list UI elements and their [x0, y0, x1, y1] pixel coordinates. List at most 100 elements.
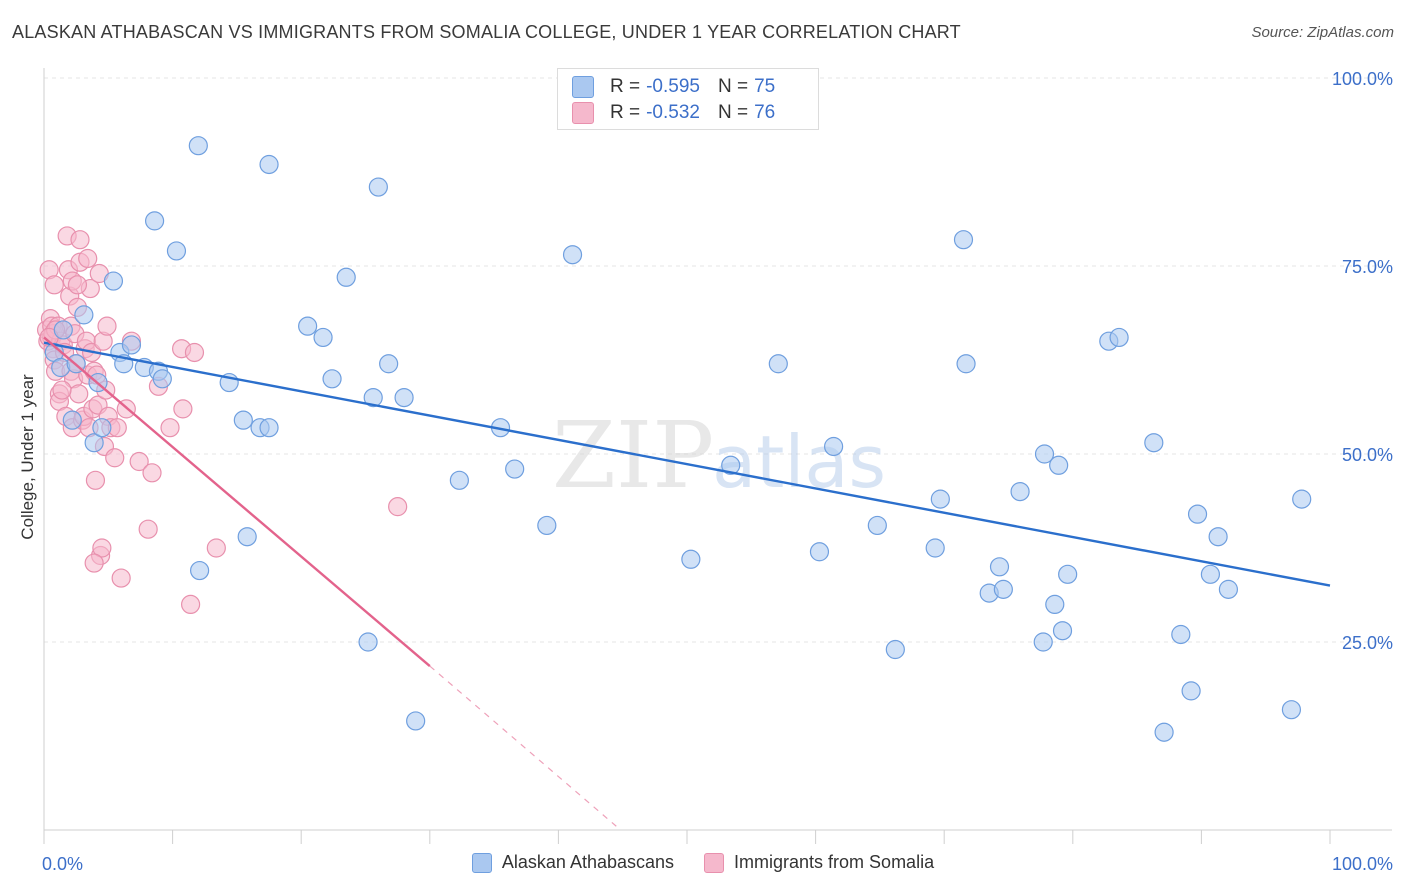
- athabascan-point[interactable]: [166, 241, 187, 261]
- athabascan-point[interactable]: [930, 489, 950, 509]
- athabascan-point[interactable]: [1144, 433, 1164, 453]
- somalia-point[interactable]: [97, 316, 117, 336]
- athabascan-point[interactable]: [152, 369, 172, 389]
- somalia-point[interactable]: [105, 448, 125, 468]
- athabascan-point[interactable]: [1033, 632, 1053, 652]
- athabascan-point[interactable]: [259, 154, 279, 175]
- athabascan-point[interactable]: [190, 560, 210, 581]
- athabascan-point[interactable]: [53, 320, 73, 340]
- athabascan-point[interactable]: [925, 538, 945, 558]
- athabascan-point[interactable]: [92, 418, 112, 438]
- athabascan-point[interactable]: [993, 579, 1013, 599]
- athabascan-point[interactable]: [363, 388, 383, 408]
- somalia-point[interactable]: [85, 470, 106, 490]
- r-value: -0.595: [646, 76, 700, 97]
- series-legend: Alaskan Athabascans Immigrants from Soma…: [0, 852, 1406, 873]
- athabascan-point[interactable]: [237, 527, 257, 547]
- somalia-point[interactable]: [67, 275, 88, 295]
- athabascan-point[interactable]: [1052, 621, 1073, 641]
- somalia-point[interactable]: [160, 418, 180, 438]
- athabascan-point[interactable]: [1208, 527, 1228, 547]
- somalia-point[interactable]: [138, 519, 158, 539]
- athabascan-point[interactable]: [1218, 579, 1239, 599]
- athabascan-point[interactable]: [1292, 489, 1312, 509]
- athabascan-point[interactable]: [681, 549, 701, 569]
- x-tick-label-min: 0.0%: [42, 854, 83, 874]
- athabascan-point[interactable]: [824, 436, 844, 457]
- athabascan-point[interactable]: [1154, 722, 1174, 742]
- legend-item-somalia[interactable]: Immigrants from Somalia: [704, 852, 934, 873]
- n-value: 75: [754, 76, 776, 97]
- legend-item-athabascan[interactable]: Alaskan Athabascans: [471, 852, 674, 873]
- athabascan-point[interactable]: [313, 327, 333, 348]
- athabascan-point[interactable]: [298, 316, 318, 336]
- athabascan-point[interactable]: [259, 418, 279, 438]
- trend-line-0: [43, 341, 1331, 587]
- athabascan-point[interactable]: [953, 230, 974, 250]
- somalia-point[interactable]: [181, 594, 201, 615]
- athabascan-point[interactable]: [1034, 444, 1055, 464]
- athabascan-point[interactable]: [121, 335, 142, 355]
- athabascan-point[interactable]: [449, 470, 469, 490]
- r-value: -0.532: [646, 102, 700, 123]
- somalia-point[interactable]: [92, 538, 112, 558]
- somalia-point[interactable]: [184, 342, 205, 363]
- athabascan-point[interactable]: [956, 354, 976, 374]
- athabascan-point[interactable]: [1281, 700, 1302, 720]
- athabascan-point[interactable]: [1045, 594, 1065, 615]
- somalia-point[interactable]: [142, 463, 162, 483]
- athabascan-point[interactable]: [1181, 681, 1201, 701]
- grid-layer: [44, 77, 1392, 643]
- athabascan-point[interactable]: [867, 515, 887, 536]
- somalia-point[interactable]: [206, 538, 226, 558]
- athabascan-point[interactable]: [1049, 455, 1069, 475]
- somalia-point[interactable]: [69, 384, 89, 404]
- athabascan-point[interactable]: [336, 267, 356, 287]
- athabascan-point[interactable]: [394, 388, 414, 408]
- athabascan-point[interactable]: [379, 354, 399, 374]
- athabascan-point[interactable]: [188, 136, 208, 156]
- athabascan-point[interactable]: [1109, 327, 1129, 348]
- athabascan-point[interactable]: [368, 177, 388, 197]
- somalia-point[interactable]: [44, 275, 64, 295]
- athabascan-point[interactable]: [885, 639, 905, 660]
- somalia-point[interactable]: [173, 399, 193, 419]
- athabascan-point[interactable]: [721, 455, 741, 475]
- athabascan-point[interactable]: [74, 305, 94, 325]
- n-label: N =: [717, 76, 749, 97]
- stats-row-somalia: R = -0.532 N = 76: [572, 100, 804, 126]
- somalia-swatch: [572, 102, 594, 124]
- athabascan-point[interactable]: [1171, 624, 1191, 645]
- athabascan-point[interactable]: [1187, 504, 1208, 524]
- athabascan-point[interactable]: [505, 459, 525, 479]
- athabascan-point[interactable]: [562, 245, 583, 265]
- athabascan-point[interactable]: [62, 410, 82, 430]
- athabascan-point[interactable]: [1200, 564, 1221, 584]
- axis-layer: [43, 68, 1392, 844]
- somalia-point[interactable]: [70, 230, 90, 250]
- athabascan-point[interactable]: [84, 433, 104, 453]
- r-label: R =: [610, 76, 641, 97]
- athabascan-point[interactable]: [768, 354, 788, 374]
- athabascan-point[interactable]: [537, 515, 557, 536]
- athabascan-point[interactable]: [406, 711, 426, 731]
- somalia-point[interactable]: [388, 497, 408, 517]
- athabascan-point[interactable]: [989, 557, 1010, 577]
- somalia-point[interactable]: [78, 248, 98, 269]
- athabascan-point[interactable]: [144, 211, 165, 231]
- somalia-point[interactable]: [111, 568, 131, 588]
- y-tick-label: 25.0%: [1342, 633, 1393, 653]
- trend-lines: [43, 336, 1331, 827]
- athabascan-point[interactable]: [103, 271, 124, 291]
- athabascan-point[interactable]: [809, 542, 830, 562]
- somalia-point[interactable]: [129, 451, 149, 472]
- athabascan-point[interactable]: [1010, 482, 1030, 502]
- athabascan-point[interactable]: [1058, 564, 1078, 584]
- somalia-point[interactable]: [52, 380, 72, 400]
- athabascan-point[interactable]: [358, 632, 378, 652]
- athabascan-point[interactable]: [322, 369, 342, 389]
- legend-label-somalia: Immigrants from Somalia: [734, 852, 935, 872]
- somalia-point[interactable]: [84, 553, 104, 573]
- athabascan-point[interactable]: [233, 410, 253, 430]
